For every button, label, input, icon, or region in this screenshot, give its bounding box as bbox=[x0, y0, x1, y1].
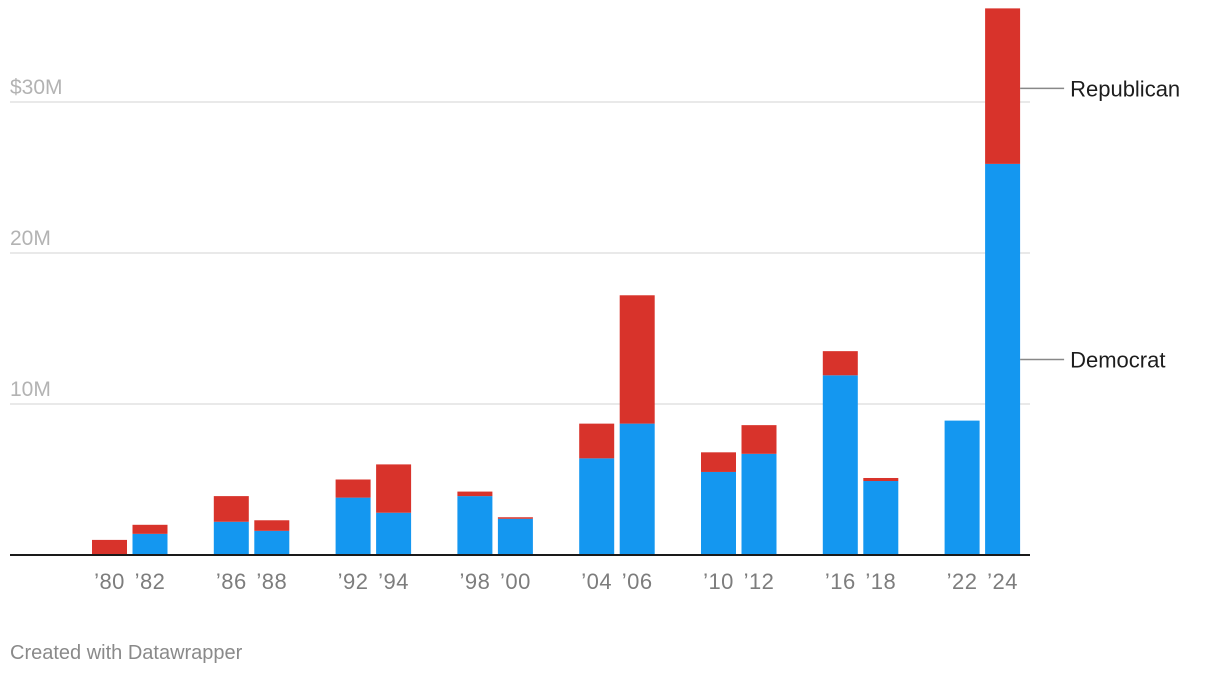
footer-credit: Created with Datawrapper bbox=[10, 642, 243, 664]
bar-democrat-2004 bbox=[579, 458, 615, 555]
x-tick-label: ’22 bbox=[947, 569, 978, 594]
bar-republican-2018 bbox=[863, 477, 899, 482]
series-label-republican: Republican bbox=[1070, 76, 1180, 101]
bar-democrat-1986 bbox=[213, 521, 249, 555]
x-tick-label: ’00 bbox=[500, 569, 531, 594]
x-axis-labels: ’80 ’82 ’86 ’88 ’92 ’94 ’98 ’00 ’04 ’06 ’10 ’12 ’16 ’… bbox=[94, 569, 1018, 594]
bar-democrat-1994 bbox=[376, 512, 412, 555]
bar-democrat-2018 bbox=[863, 481, 899, 555]
x-tick-label: ’82 bbox=[135, 569, 166, 594]
bar-democrat-2022 bbox=[944, 420, 980, 555]
bar-democrat-2024 bbox=[985, 163, 1021, 555]
bar-republican-1998 bbox=[457, 491, 493, 497]
bars bbox=[92, 8, 1021, 555]
series-label-democrat: Democrat bbox=[1070, 347, 1165, 372]
y-tick-label: $30M bbox=[10, 76, 63, 99]
bar-democrat-1998 bbox=[457, 496, 493, 555]
x-tick-label: ’94 bbox=[378, 569, 409, 594]
x-tick-label: ’80 bbox=[94, 569, 125, 594]
x-tick-label: ’24 bbox=[987, 569, 1018, 594]
series-direct-labels: Democrat Republican bbox=[1020, 76, 1180, 372]
x-tick-label: ’12 bbox=[744, 569, 775, 594]
x-tick-label: ’10 bbox=[703, 569, 734, 594]
bar-republican-1980 bbox=[92, 539, 127, 555]
bar-democrat-2006 bbox=[619, 423, 655, 555]
bar-democrat-1988 bbox=[254, 530, 290, 555]
gridlines bbox=[10, 101, 1030, 405]
bar-democrat-1992 bbox=[335, 497, 371, 555]
bar-democrat-2000 bbox=[497, 518, 533, 555]
y-tick-label: 10M bbox=[10, 378, 51, 401]
bar-republican-1988 bbox=[254, 520, 290, 531]
bar-democrat-2012 bbox=[741, 453, 777, 555]
bar-republican-2012 bbox=[741, 425, 777, 454]
bar-republican-2004 bbox=[579, 423, 615, 459]
stacked-bar-chart: 10M 20M $30M ’80 ’82 ’86 ’88 ’92 ’94 ’98 ’00 ’04 ’0… bbox=[10, 8, 1180, 594]
y-tick-label: 20M bbox=[10, 227, 51, 250]
x-tick-label: ’88 bbox=[256, 569, 287, 594]
x-tick-label: ’04 bbox=[581, 569, 612, 594]
bar-republican-2016 bbox=[822, 351, 858, 376]
x-tick-label: ’16 bbox=[825, 569, 856, 594]
bar-democrat-1982 bbox=[132, 533, 168, 555]
bar-republican-1982 bbox=[132, 524, 168, 534]
bar-republican-1986 bbox=[213, 496, 249, 522]
x-tick-label: ’98 bbox=[459, 569, 490, 594]
bar-republican-2024 bbox=[985, 8, 1021, 164]
y-axis-labels: 10M 20M $30M bbox=[10, 76, 63, 401]
x-tick-label: ’06 bbox=[622, 569, 653, 594]
x-tick-label: ’18 bbox=[865, 569, 896, 594]
bar-republican-1994 bbox=[376, 464, 412, 513]
bar-republican-2006 bbox=[619, 295, 655, 424]
x-tick-label: ’92 bbox=[338, 569, 369, 594]
bar-republican-2000 bbox=[497, 517, 533, 519]
bar-democrat-2016 bbox=[822, 375, 858, 555]
x-tick-label: ’86 bbox=[216, 569, 247, 594]
bar-republican-1992 bbox=[335, 479, 371, 498]
bar-republican-2010 bbox=[701, 452, 736, 472]
bar-democrat-2010 bbox=[701, 471, 736, 555]
